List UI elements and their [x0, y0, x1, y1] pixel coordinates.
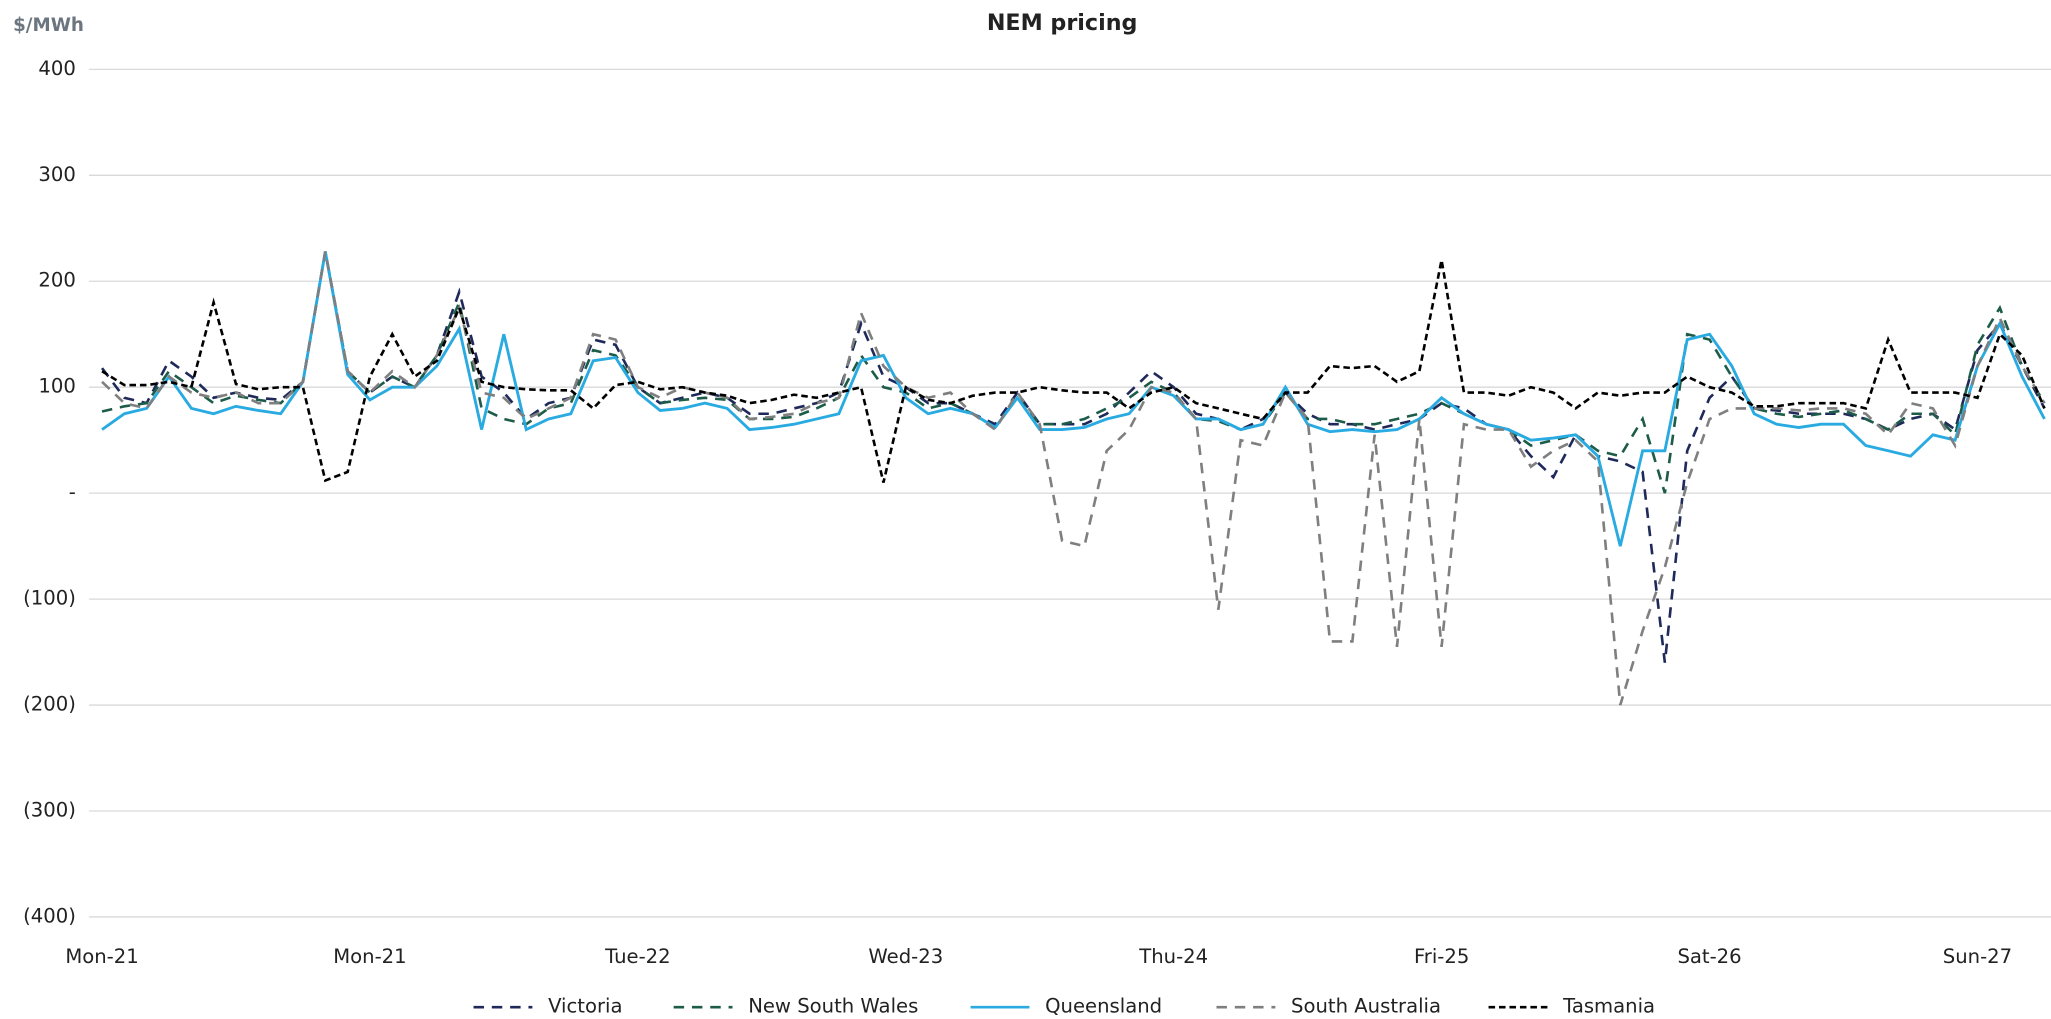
- x-tick-label: Sat-26: [1677, 945, 1741, 968]
- series-line: [101, 251, 2046, 494]
- y-tick-label: (200): [23, 693, 76, 716]
- x-tick-label: Mon-21: [333, 945, 406, 968]
- x-tick-label: Thu-24: [1138, 945, 1208, 968]
- legend-label: Queensland: [1045, 995, 1162, 1018]
- y-tick-label: 400: [38, 57, 75, 80]
- x-tick-label: Fri-25: [1414, 945, 1469, 968]
- series-line: [101, 259, 2046, 483]
- y-tick-label: 100: [38, 375, 75, 398]
- y-tick-label: (100): [23, 587, 76, 610]
- legend-label: Tasmania: [1562, 995, 1655, 1018]
- series-line: [101, 251, 2046, 547]
- legend-label: Victoria: [548, 995, 622, 1018]
- series-line: [101, 251, 2046, 706]
- y-tick-label: -: [69, 481, 76, 504]
- x-tick-label: Wed-23: [868, 945, 943, 968]
- x-tick-label: Mon-21: [65, 945, 138, 968]
- x-tick-label: Sun-27: [1943, 945, 2012, 968]
- legend-label: New South Wales: [748, 995, 918, 1018]
- y-tick-label: (300): [23, 799, 76, 822]
- chart-title: NEM pricing: [987, 10, 1138, 36]
- y-tick-label: 300: [38, 163, 75, 186]
- y-tick-label: (400): [23, 904, 76, 927]
- y-axis-label: $/MWh: [13, 15, 84, 36]
- legend-label: South Australia: [1291, 995, 1441, 1018]
- y-tick-label: 200: [38, 269, 75, 292]
- x-tick-label: Tue-22: [604, 945, 671, 968]
- series-line: [100, 251, 2046, 663]
